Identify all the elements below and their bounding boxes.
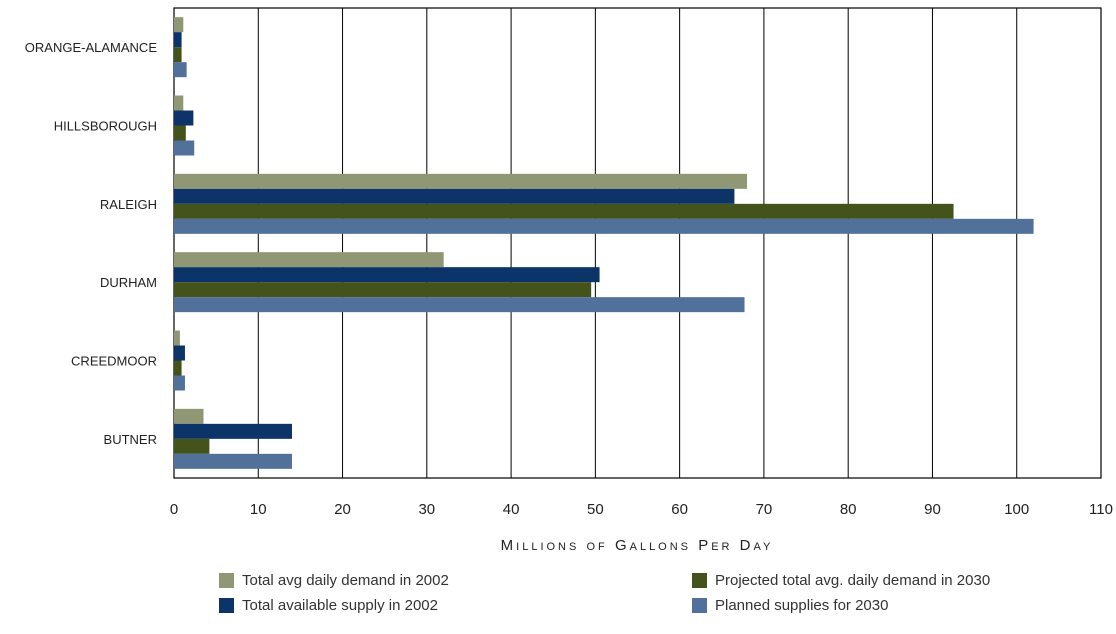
plot-frame — [173, 7, 1102, 479]
bar — [174, 423, 292, 439]
bar — [174, 125, 186, 141]
bar — [174, 330, 180, 346]
category-label: CREEDMOOR — [71, 354, 157, 369]
category-labels: ORANGE-ALAMANCE HILLSBOROUGH RALEIGH DURHAM… — [25, 40, 158, 447]
category-label: RALEIGH — [100, 197, 157, 212]
x-tick-label: 110 — [1089, 501, 1113, 518]
x-tick-label: 80 — [840, 501, 857, 518]
bar — [174, 360, 182, 376]
x-tick-label: 30 — [418, 501, 435, 518]
bars — [174, 17, 1034, 469]
bar — [174, 110, 194, 126]
x-axis-label: Millions of Gallons Per Day — [501, 537, 774, 554]
bar — [174, 375, 185, 391]
bar — [174, 140, 195, 156]
bar — [174, 282, 592, 298]
bar — [174, 203, 954, 219]
x-tick-label: 10 — [250, 501, 267, 518]
bar — [174, 252, 444, 268]
x-tick-label: 20 — [334, 501, 351, 518]
x-tick-label: 50 — [587, 501, 604, 518]
category-label: ORANGE-ALAMANCE — [25, 40, 158, 55]
bar — [174, 62, 187, 78]
bar — [174, 453, 292, 469]
x-tick-label: 100 — [1004, 501, 1029, 518]
bar — [174, 408, 204, 424]
bar — [174, 438, 210, 454]
bar — [174, 32, 182, 48]
category-label: BUTNER — [104, 432, 157, 447]
bar — [174, 188, 735, 204]
x-tick-labels: 0 10 20 30 40 50 60 70 80 90 100 110 — [170, 501, 1113, 518]
bar — [174, 173, 748, 189]
bar — [174, 345, 185, 361]
x-tick-label: 40 — [503, 501, 520, 518]
x-tick-label: 90 — [924, 501, 941, 518]
bar — [174, 267, 600, 283]
x-tick-label: 70 — [756, 501, 773, 518]
category-label: HILLSBOROUGH — [54, 119, 157, 134]
x-tick-label: 60 — [671, 501, 688, 518]
category-label: DURHAM — [100, 275, 157, 290]
bar — [174, 95, 184, 111]
gridlines — [257, 8, 1018, 478]
bar — [174, 297, 745, 313]
x-tick-label: 0 — [170, 501, 178, 518]
bar — [174, 47, 182, 63]
bar — [174, 17, 184, 33]
bar — [174, 218, 1034, 234]
